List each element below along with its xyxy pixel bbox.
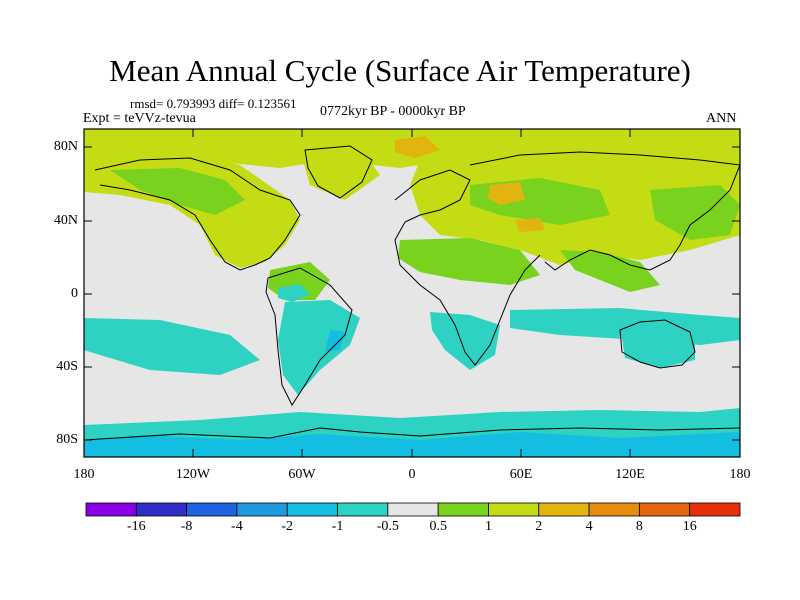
period-label: 0772kyr BP - 0000kyr BP bbox=[320, 104, 466, 119]
colorbar-label: 4 bbox=[585, 519, 593, 534]
colorbar-swatch bbox=[186, 502, 238, 517]
colorbar-label: 0.5 bbox=[429, 519, 447, 534]
colorbar-swatch bbox=[689, 502, 741, 517]
colorbar-label: 8 bbox=[635, 519, 643, 534]
colorbar-label: -0.5 bbox=[376, 519, 399, 534]
lon-label-60e: 60E bbox=[509, 467, 533, 482]
chart-title: Mean Annual Cycle (Surface Air Temperatu… bbox=[109, 53, 691, 88]
colorbar-swatch bbox=[286, 502, 338, 517]
lon-label-60w: 60W bbox=[288, 467, 316, 482]
lat-label-80s: 80S bbox=[56, 432, 78, 447]
lat-ticks bbox=[84, 146, 740, 441]
colorbar-label: 1 bbox=[485, 519, 492, 534]
lon-label-180e: 180 bbox=[729, 467, 751, 482]
colorbar-swatch bbox=[437, 502, 489, 517]
colorbar-swatch bbox=[588, 502, 640, 517]
lon-label-180w: 180 bbox=[73, 467, 95, 482]
experiment-label: Expt = teVVz-tevua bbox=[83, 111, 196, 126]
lat-label-0: 0 bbox=[71, 286, 78, 301]
colorbar-label: -8 bbox=[180, 519, 193, 534]
colorbar-label: -16 bbox=[126, 519, 146, 534]
cool-anomaly-regions bbox=[84, 284, 740, 457]
colorbar-swatch bbox=[638, 502, 691, 517]
lon-label-0: 0 bbox=[408, 467, 416, 482]
colorbar-swatch bbox=[387, 502, 439, 517]
stats-line: rmsd= 0.793993 diff= 0.123561 bbox=[130, 96, 297, 111]
lon-label-120e: 120E bbox=[615, 467, 645, 482]
coastlines bbox=[83, 145, 741, 441]
warm-anomaly-regions bbox=[84, 129, 740, 300]
colorbar-swatch bbox=[236, 502, 288, 517]
lat-label-40n: 40N bbox=[53, 213, 78, 228]
colorbar-swatch bbox=[337, 502, 389, 517]
lat-label-80n: 80N bbox=[53, 139, 78, 154]
colorbar-label: 16 bbox=[682, 519, 697, 534]
colorbar-label: -2 bbox=[281, 519, 294, 534]
colorbar-label: 2 bbox=[535, 519, 543, 534]
season-label: ANN bbox=[706, 111, 737, 126]
colorbar-label: -4 bbox=[231, 519, 243, 534]
lon-ticks bbox=[83, 129, 741, 457]
colorbar-swatch bbox=[135, 502, 188, 517]
lat-label-40s: 40S bbox=[56, 359, 78, 374]
colorbar-swatch bbox=[488, 502, 540, 517]
colorbar-label: -1 bbox=[331, 519, 344, 534]
lon-label-120w: 120W bbox=[175, 467, 211, 482]
colorbar-swatch bbox=[538, 502, 590, 517]
colorbar-swatch bbox=[85, 502, 137, 517]
